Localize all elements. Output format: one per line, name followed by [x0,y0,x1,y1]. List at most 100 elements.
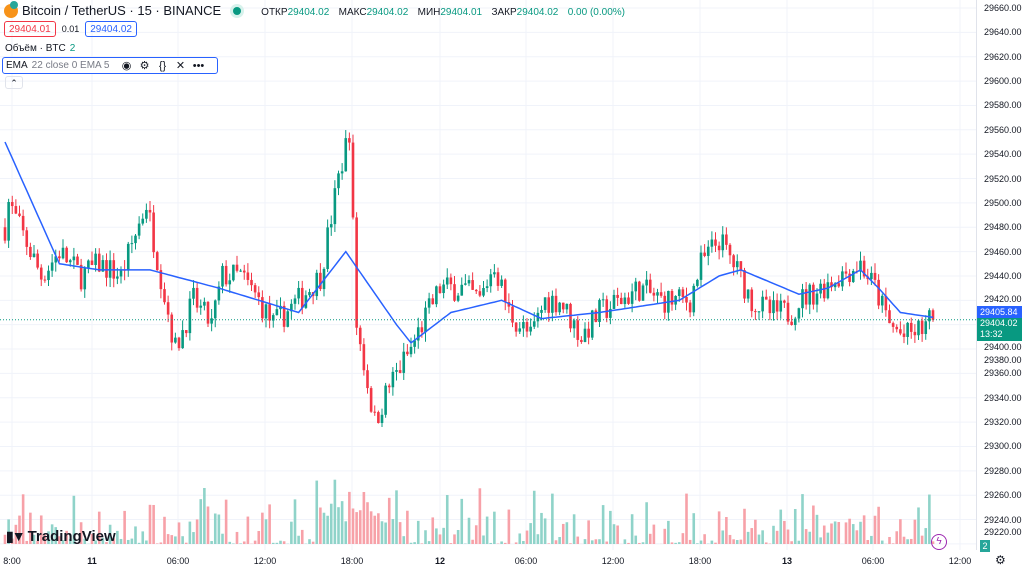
volume-bar [522,540,525,544]
price-chart[interactable] [0,0,976,550]
buy-button[interactable]: 29404.02 [85,21,137,37]
candle-body [793,318,797,325]
more-icon[interactable]: ••• [192,59,205,72]
candle-body [65,247,68,263]
volume-bar [583,539,587,544]
candle-body [830,282,833,288]
candle-body [47,270,50,281]
candle-body [188,298,192,334]
volume-bar [536,534,540,544]
volume-bar [83,538,87,544]
volume-bar [525,530,529,544]
volume-bar [14,524,18,544]
volume-bar [387,497,391,544]
volume-bar [561,523,565,544]
volume-bar [623,539,627,544]
candle-body [239,270,242,272]
candle-body [688,302,692,313]
tradingview-logo[interactable]: ▮▼ TradingView [6,528,116,545]
candle-body [413,340,416,347]
volume-bar [395,490,398,544]
volume-bar [870,535,873,544]
candle-body [145,209,148,219]
eye-icon[interactable]: ◉ [121,60,132,72]
volume-bar [627,542,630,544]
candle-body [496,272,500,286]
price-label: 29220.00 [984,527,1022,537]
candle-body [717,245,721,251]
volume-bar [721,530,725,544]
candle-body [786,302,790,322]
candle-body [192,287,195,299]
lightning-icon[interactable]: ϟ [931,534,947,550]
volume-bar [228,541,232,544]
market-status-icon[interactable] [233,6,242,15]
time-label: 18:00 [340,556,364,566]
volume-bar [833,521,837,544]
candle-body [319,272,322,290]
volume-bar [217,514,221,544]
close-value: 29404.02 [516,6,559,18]
symbol-title[interactable]: Bitcoin / TetherUS · 15 · BINANCE [22,3,222,18]
time-label: 12:00 [253,556,277,566]
volume-bar [43,534,47,544]
candle-body [242,270,246,273]
candle-body [395,370,398,372]
sell-button[interactable]: 29404.01 [4,21,56,37]
gear-icon[interactable]: ⚙ [139,60,150,72]
volume-legend[interactable]: Объём · BTC 2 [5,43,75,54]
collapse-legend-button[interactable]: ⌃ [5,76,23,89]
volume-bar [54,527,58,544]
candle-body [851,270,855,282]
candle-body [493,272,496,275]
candle-body [764,296,768,300]
close-icon[interactable]: ✕ [175,60,186,72]
volume-bar [735,540,739,544]
candle-body [895,326,899,330]
candle-body [659,292,663,296]
candle-body [369,388,373,412]
settings-gear-icon[interactable]: ⚙ [995,553,1006,567]
source-code-icon[interactable]: {} [158,59,167,72]
candle-body [351,142,355,218]
price-axis[interactable]: 29660.00 29640.00 29620.00 29600.00 29580.00… [976,0,1024,550]
candle-body [677,289,681,296]
volume-bar [141,531,145,544]
candle-body [471,280,474,290]
volume-bar [819,537,822,544]
volume-bar [10,538,14,544]
time-label: 12 [434,556,446,566]
candle-body [83,268,87,290]
volume-bar [725,517,728,544]
candle-body [155,252,159,271]
ema-legend[interactable]: EMA 22 close 0 EMA 5 ◉ ⚙ {} ✕ ••• [2,57,218,74]
volume-bar [641,542,645,544]
volume-bar [783,520,786,544]
candle-body [126,243,130,271]
volume-bar [293,499,297,544]
volume-bar [137,542,141,544]
candle-body [790,321,793,325]
volume-bar [804,529,808,544]
candle-body [815,293,819,305]
candle-body [282,305,286,327]
volume-bar [152,504,155,544]
volume-bar [764,542,768,544]
ema-label: EMA [6,60,28,71]
ohlc-values: ОТКР29404.02 МАКС29404.02 МИН29404.01 ЗА… [255,4,625,18]
candle-body [844,271,848,274]
volume-bar [572,514,576,544]
time-label: 13 [781,556,793,566]
ema-line [4,141,934,344]
candle-body [377,412,380,424]
candle-body [87,260,90,269]
volume-bar [195,519,199,544]
volume-bar [743,508,746,544]
price-label: 29520.00 [984,173,1022,184]
candle-body [79,264,83,290]
candle-body [685,297,688,303]
candle-body [652,292,656,296]
volume-bar [311,541,315,544]
volume-bar [696,543,699,544]
volume-bar [917,507,920,544]
